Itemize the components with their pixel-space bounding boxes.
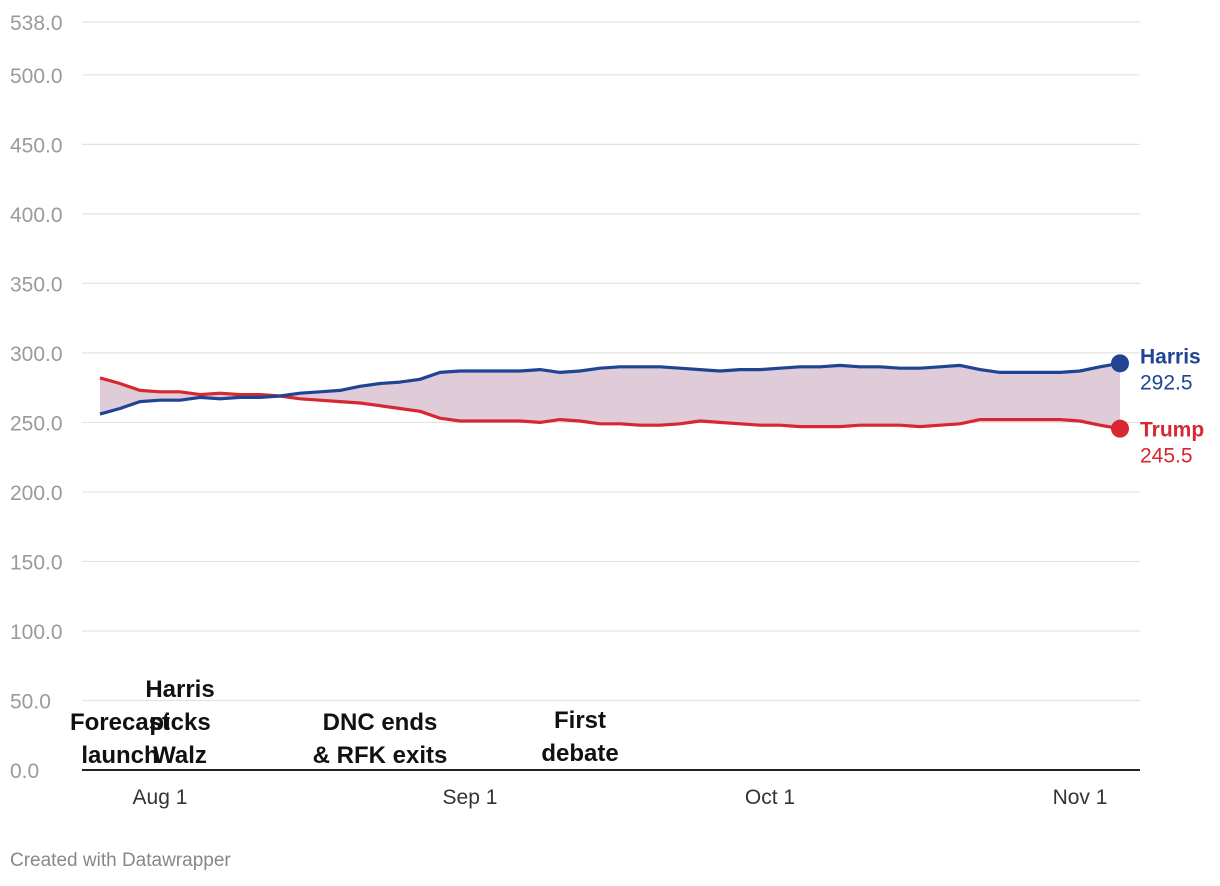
- y-gridlines: [82, 21, 1140, 702]
- gap-area: [100, 363, 1120, 429]
- y-tick-label: 500.0: [10, 65, 63, 88]
- event-annotations: Forecast launch Harris picks Walz DNC ends & R…: [70, 676, 619, 769]
- harris-line: [99, 361, 1121, 416]
- y-tick-label: 150.0: [10, 551, 63, 574]
- annotation-text: Forecast: [70, 709, 170, 736]
- annotation-text: DNC ends: [323, 709, 438, 736]
- y-tick-label: 50.0: [10, 690, 51, 713]
- annotation-text: picks: [149, 709, 210, 736]
- y-tick-label: 100.0: [10, 621, 63, 644]
- x-tick-label: Nov 1: [1053, 786, 1108, 809]
- annotation-text: & RFK exits: [313, 742, 448, 769]
- chart: 0.0 50.0 100.0 150.0 200.0 250.0 300.0 350.0 400…: [10, 12, 1204, 809]
- trump-label: Trump: [1140, 419, 1204, 442]
- y-tick-label: 300.0: [10, 343, 63, 366]
- y-tick-label: 200.0: [10, 482, 63, 505]
- trump-value: 245.5: [1140, 445, 1193, 468]
- annotation-text: debate: [541, 740, 618, 767]
- harris-value: 292.5: [1140, 371, 1193, 394]
- y-tick-label: 450.0: [10, 134, 63, 157]
- y-axis-ticks: 0.0 50.0 100.0 150.0 200.0 250.0 300.0 350.0 400…: [10, 12, 63, 783]
- x-tick-label: Aug 1: [133, 786, 188, 809]
- y-tick-label: 538.0: [10, 12, 63, 35]
- harris-end-marker: [1111, 354, 1129, 373]
- harris-label: Harris: [1140, 345, 1201, 368]
- annotation-text: Walz: [153, 742, 207, 769]
- y-tick-label: 400.0: [10, 204, 63, 227]
- annotation-text: launch: [81, 742, 158, 769]
- y-tick-label: 250.0: [10, 412, 63, 435]
- annotation-text: Harris: [145, 676, 214, 703]
- x-tick-label: Oct 1: [745, 786, 795, 809]
- y-tick-label: 0.0: [10, 760, 39, 783]
- credit-footer: Created with Datawrapper: [10, 850, 231, 871]
- x-tick-label: Sep 1: [443, 786, 498, 809]
- x-axis-ticks: Aug 1 Sep 1 Oct 1 Nov 1: [133, 786, 1108, 809]
- series-end-labels: Harris 292.5 Trump 245.5: [1111, 345, 1204, 468]
- trump-end-marker: [1111, 419, 1129, 438]
- annotation-text: First: [554, 707, 606, 734]
- y-tick-label: 350.0: [10, 273, 63, 296]
